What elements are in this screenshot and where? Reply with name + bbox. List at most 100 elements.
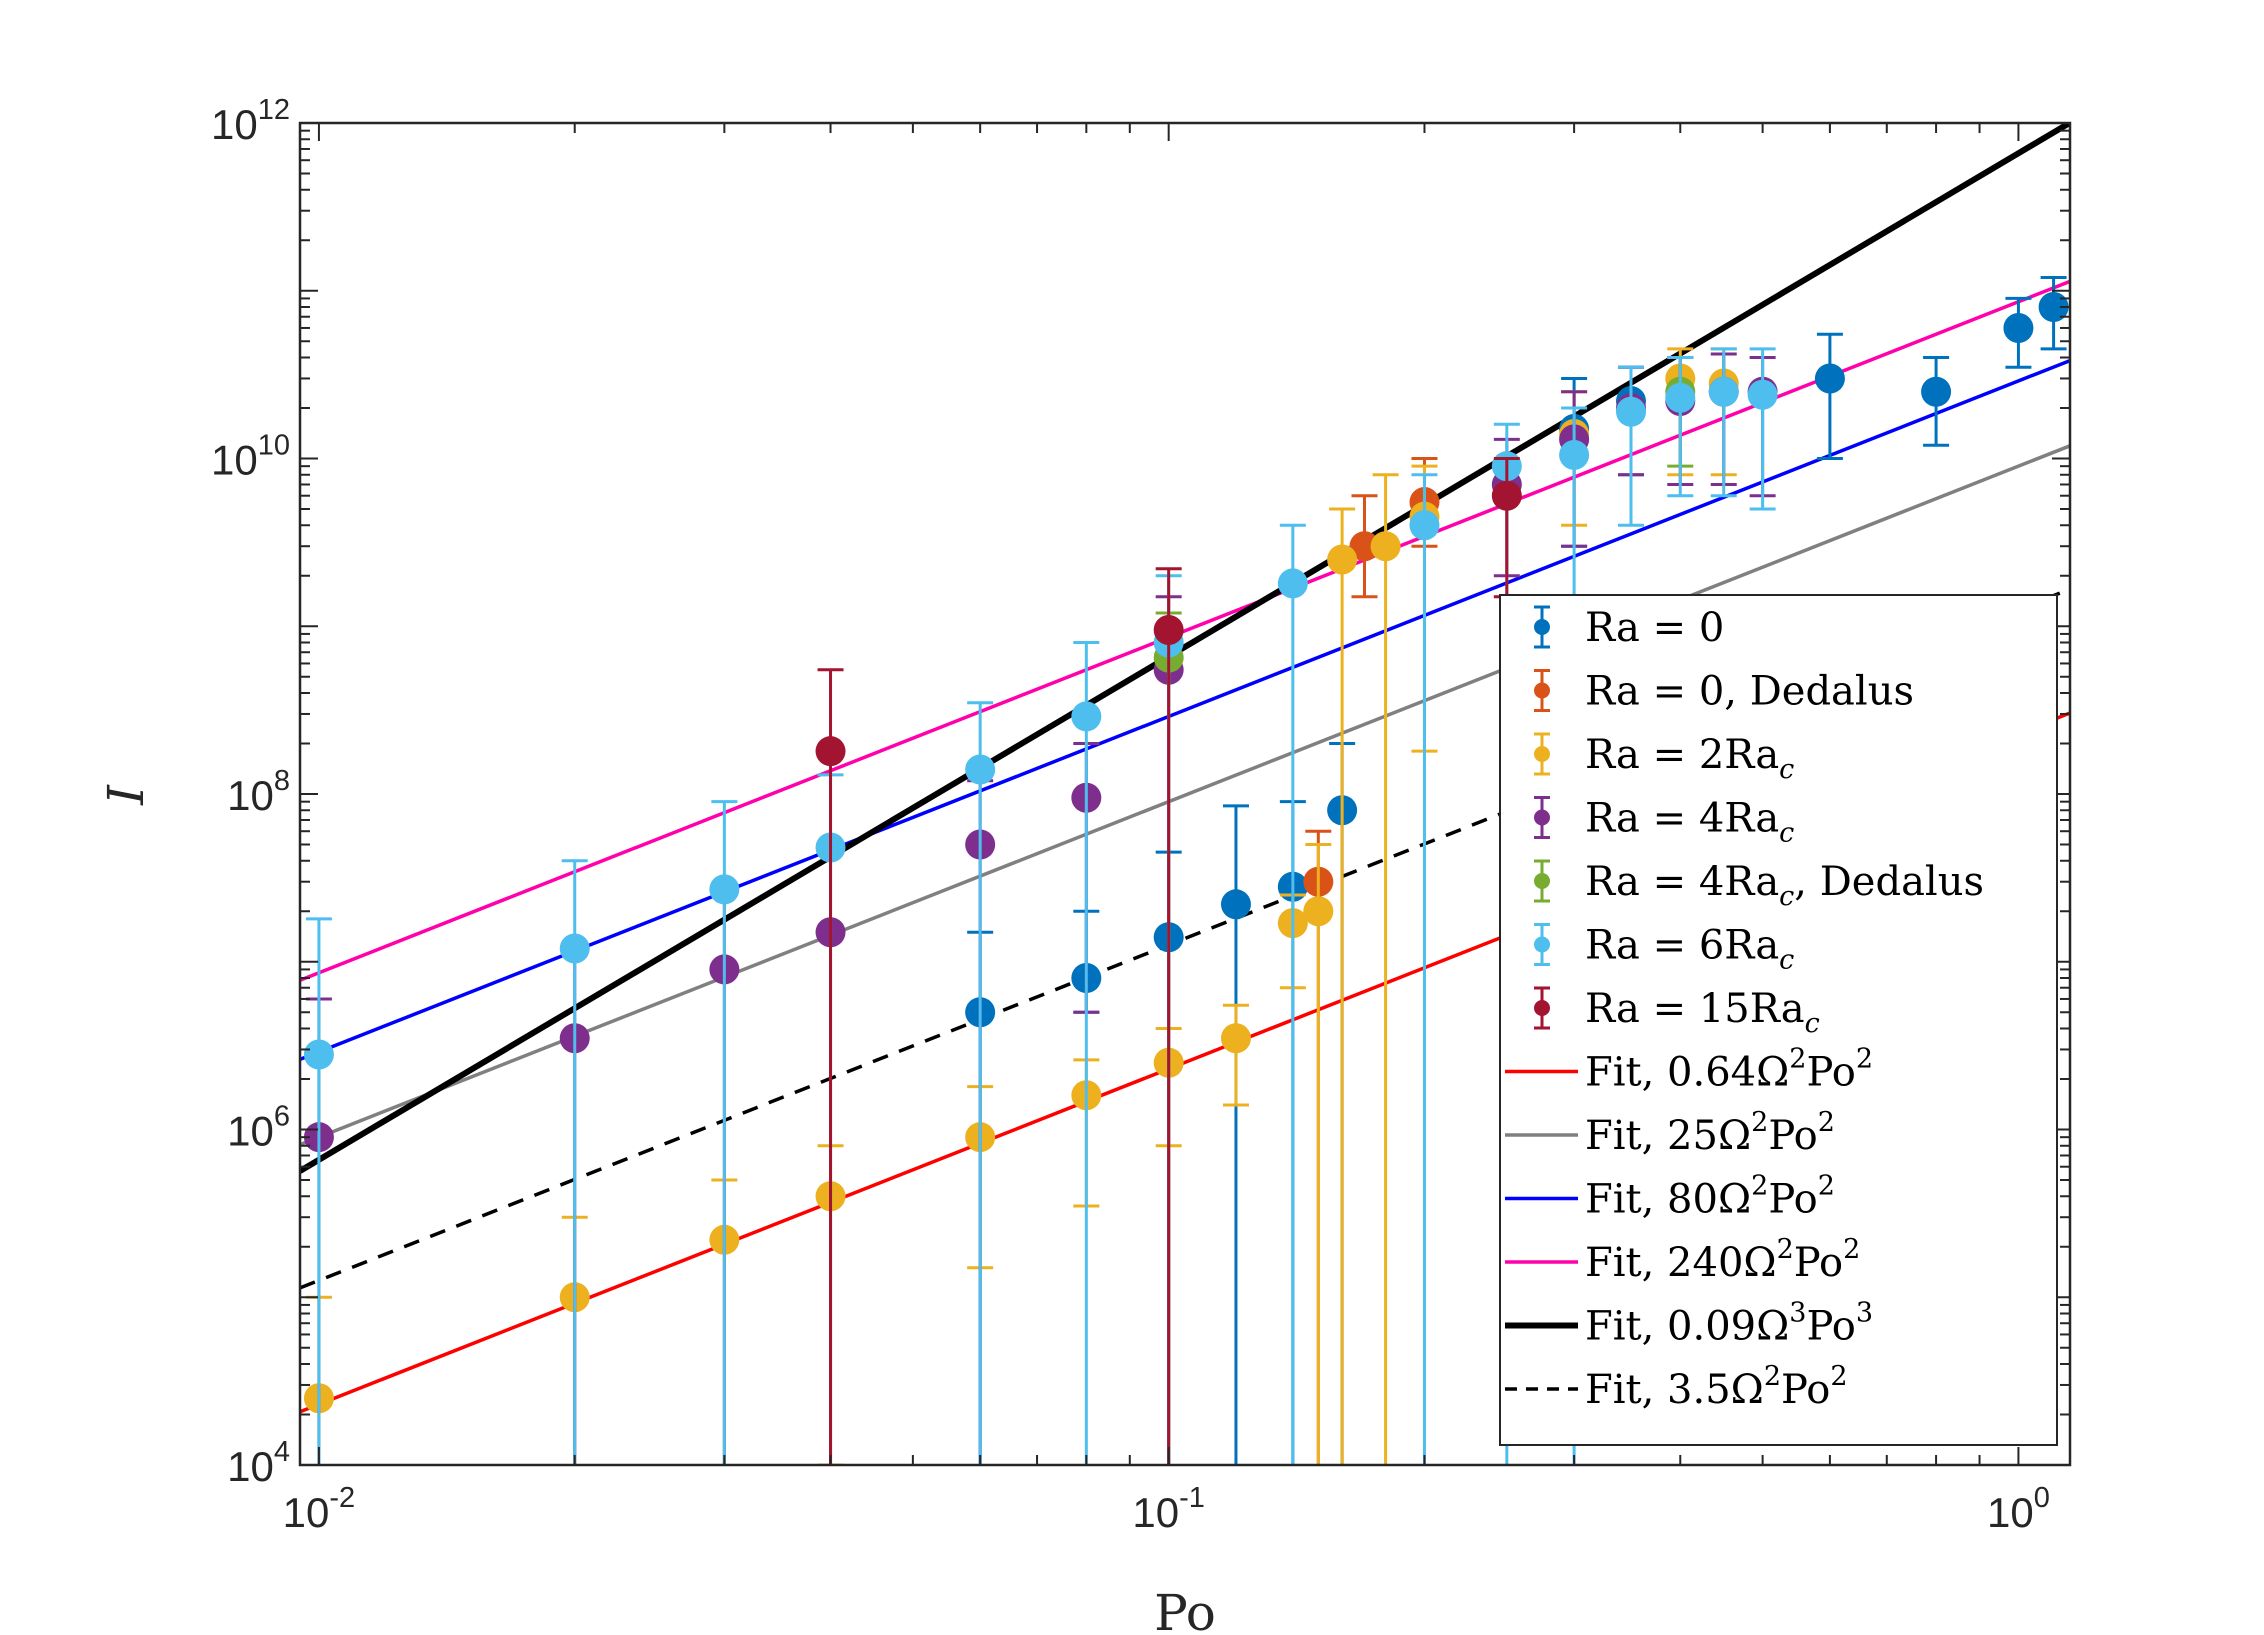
fit-line — [300, 444, 2070, 1147]
legend-label-main: Fit, 0.64Ω — [1585, 1050, 1789, 1096]
data-point — [1303, 896, 1334, 927]
data-point — [1814, 363, 1845, 394]
data-series — [815, 457, 1522, 1465]
legend-label-sub: c — [1779, 881, 1794, 912]
legend-label-main: Fit, 240Ω — [1585, 1240, 1777, 1286]
legend-label-sup: 2 — [1856, 1044, 1873, 1075]
data-point — [1491, 480, 1522, 511]
legend-label-sup: 2 — [1830, 1361, 1847, 1392]
data-point — [965, 754, 996, 785]
legend-label-sup: 2 — [1818, 1171, 1835, 1202]
data-point — [1327, 544, 1358, 575]
legend-label-sup: 2 — [1789, 1044, 1806, 1075]
legend-marker — [1534, 873, 1550, 889]
legend-label: Ra = 6Rac — [1585, 923, 1794, 976]
legend-label-mid: Po — [1794, 1240, 1843, 1286]
legend-label-main: Ra = 2Ra — [1585, 732, 1779, 778]
x-tick-exponent: 0 — [2034, 1482, 2050, 1514]
data-point — [1665, 382, 1696, 413]
y-tick-exponent: 10 — [258, 430, 290, 462]
legend-label-main: Ra = 4Ra — [1585, 796, 1779, 842]
legend-label-main: Ra = 15Ra — [1585, 986, 1805, 1032]
legend-label: Fit, 25Ω2Po2 — [1585, 1107, 1835, 1159]
legend-label-main: Fit, 3.5Ω — [1585, 1367, 1764, 1413]
data-point — [1747, 379, 1778, 410]
legend-label-sup: 3 — [1856, 1298, 1873, 1329]
data-point — [1559, 439, 1590, 470]
legend-marker — [1534, 682, 1550, 699]
data-point — [2038, 292, 2069, 323]
x-tick-base: 10 — [1132, 1489, 1179, 1536]
y-tick-label: 1012 — [211, 94, 290, 148]
legend-label-sup: 2 — [1764, 1361, 1781, 1392]
legend-marker — [1534, 619, 1550, 635]
legend-label-main: Ra = 6Ra — [1585, 923, 1779, 969]
data-point — [1220, 1023, 1251, 1054]
legend-label: Ra = 0, Dedalus — [1585, 669, 1914, 715]
legend-label-main: Fit, 25Ω — [1585, 1113, 1751, 1159]
legend-label: Fit, 3.5Ω2Po2 — [1585, 1361, 1848, 1413]
legend-label-mid: Po — [1768, 1177, 1817, 1223]
y-axis-title: I — [97, 784, 155, 806]
legend-label-sup: 2 — [1843, 1234, 1860, 1265]
legend-label: Ra = 4Rac — [1585, 796, 1794, 849]
data-point — [1409, 510, 1440, 541]
data-point — [1349, 531, 1380, 562]
y-tick-exponent: 4 — [274, 1436, 290, 1468]
legend-label-mid: Po — [1806, 1050, 1855, 1096]
legend-label: Fit, 0.64Ω2Po2 — [1585, 1044, 1873, 1096]
y-tick-base: 10 — [227, 1108, 274, 1155]
y-tick-label: 108 — [227, 765, 290, 819]
legend-label-sub: c — [1779, 818, 1794, 849]
data-point — [1071, 701, 1102, 732]
y-tick-base: 10 — [227, 772, 274, 819]
x-tick-base: 10 — [1987, 1489, 2034, 1536]
legend-marker — [1534, 936, 1550, 953]
data-point — [2003, 312, 2034, 343]
data-point — [1153, 614, 1184, 645]
data-point — [709, 874, 740, 905]
y-tick-base: 10 — [227, 1443, 274, 1490]
legend-marker — [1534, 809, 1550, 826]
legend-label-main: Ra = 0 — [1585, 605, 1724, 651]
data-point — [1708, 376, 1739, 407]
x-axis-title: Po — [1154, 1584, 1216, 1635]
data-point — [1615, 396, 1646, 427]
y-tick-label: 106 — [227, 1101, 290, 1155]
fit-lines — [300, 123, 2070, 1414]
legend-label-main: Ra = 4Ra — [1585, 859, 1779, 905]
legend-label-mid: Po — [1768, 1113, 1817, 1159]
y-tick-exponent: 6 — [274, 1101, 290, 1133]
y-tick-exponent: 12 — [258, 94, 290, 126]
x-tick-label: 10-2 — [283, 1482, 356, 1536]
fit-line — [300, 358, 2070, 1062]
legend-label: Ra = 2Rac — [1585, 732, 1794, 785]
fit-line — [300, 587, 2070, 1290]
legend-label-mid: Po — [1806, 1304, 1855, 1350]
x-tick-label: 100 — [1987, 1482, 2050, 1536]
data-point — [1220, 889, 1251, 920]
legend-label-main: Ra = 0, Dedalus — [1585, 669, 1914, 715]
legend-box — [1499, 594, 2058, 1446]
x-tick-exponent: -2 — [329, 1482, 355, 1514]
legend-label-sub: c — [1805, 1008, 1820, 1039]
legend-label-sub: c — [1779, 945, 1794, 976]
legend-label-sub: c — [1779, 754, 1794, 785]
data-point — [1921, 376, 1952, 407]
legend-label-mid: Po — [1781, 1367, 1830, 1413]
legend-label-sup: 2 — [1751, 1171, 1768, 1202]
legend-label: Ra = 15Rac — [1585, 986, 1820, 1039]
legend-label-sup: 3 — [1789, 1298, 1806, 1329]
error-series — [303, 275, 2069, 1465]
plot-frame — [298, 121, 2072, 1467]
y-tick-exponent: 8 — [274, 765, 290, 797]
data-point — [815, 736, 846, 767]
legend-label-sup: 2 — [1777, 1234, 1794, 1265]
legend-label: Fit, 240Ω2Po2 — [1585, 1234, 1860, 1286]
y-tick-base: 10 — [211, 437, 258, 484]
legend-label-main: Fit, 0.09Ω — [1585, 1304, 1789, 1350]
fit-line — [300, 123, 2070, 1174]
